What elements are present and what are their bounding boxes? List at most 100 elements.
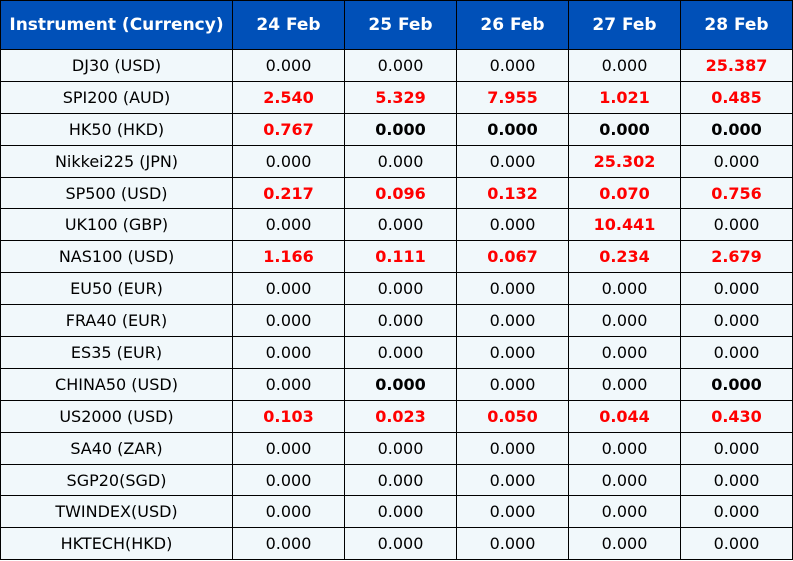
value-cell: 0.000	[456, 527, 569, 561]
table-row: SA40 (ZAR) 0.000 0.000 0.000 0.000 0.000	[0, 431, 793, 465]
table-row: EU50 (EUR) 0.000 0.000 0.000 0.000 0.000	[0, 272, 793, 306]
instrument-cell: UK100 (GBP)	[0, 208, 233, 242]
instrument-cell: Nikkei225 (JPN)	[0, 144, 233, 178]
instrument-cell: SA40 (ZAR)	[0, 431, 233, 465]
table-row: CHINA50 (USD) 0.000 0.000 0.000 0.000 0.000	[0, 367, 793, 401]
value-cell: 0.485	[680, 80, 793, 114]
instrument-cell: DJ30 (USD)	[0, 49, 233, 82]
value-cell: 0.000	[568, 49, 681, 82]
instrument-cell: ES35 (EUR)	[0, 336, 233, 369]
value-cell: 0.000	[344, 336, 457, 369]
table-row: SP500 (USD) 0.217 0.096 0.132 0.070 0.756	[0, 176, 793, 210]
value-cell: 0.044	[568, 399, 681, 433]
value-cell: 0.000	[232, 336, 345, 369]
header-date: 25 Feb	[344, 0, 457, 50]
value-cell: 0.430	[680, 399, 793, 433]
value-cell: 2.540	[232, 80, 345, 114]
value-cell: 0.000	[344, 527, 457, 561]
value-cell: 0.000	[344, 49, 457, 82]
value-cell: 7.955	[456, 80, 569, 114]
value-cell: 0.050	[456, 399, 569, 433]
value-cell: 5.329	[344, 80, 457, 114]
table-row: SGP20(SGD) 0.000 0.000 0.000 0.000 0.000	[0, 463, 793, 497]
instrument-cell: SP500 (USD)	[0, 176, 233, 210]
value-cell: 0.000	[456, 463, 569, 497]
value-cell: 0.000	[456, 49, 569, 82]
value-cell: 0.000	[232, 144, 345, 178]
value-cell: 0.000	[456, 144, 569, 178]
value-cell: 2.679	[680, 240, 793, 274]
header-date: 28 Feb	[680, 0, 793, 50]
instrument-cell: NAS100 (USD)	[0, 240, 233, 274]
value-cell: 0.000	[568, 112, 681, 146]
header-date: 24 Feb	[232, 0, 345, 50]
value-cell: 0.000	[456, 336, 569, 369]
value-cell: 0.096	[344, 176, 457, 210]
value-cell: 0.000	[344, 431, 457, 465]
value-cell: 0.217	[232, 176, 345, 210]
value-cell: 0.000	[232, 272, 345, 306]
value-cell: 0.000	[680, 304, 793, 338]
value-cell: 0.000	[456, 112, 569, 146]
instrument-cell: EU50 (EUR)	[0, 272, 233, 306]
value-cell: 0.000	[232, 49, 345, 82]
value-cell: 0.767	[232, 112, 345, 146]
value-cell: 0.000	[344, 112, 457, 146]
value-cell: 0.000	[568, 304, 681, 338]
value-cell: 0.000	[680, 112, 793, 146]
value-cell: 0.000	[568, 431, 681, 465]
header-row: Instrument (Currency) 24 Feb 25 Feb 26 F…	[0, 0, 793, 50]
table-row: NAS100 (USD) 1.166 0.111 0.067 0.234 2.679	[0, 240, 793, 274]
value-cell: 0.756	[680, 176, 793, 210]
table-row: US2000 (USD) 0.103 0.023 0.050 0.044 0.430	[0, 399, 793, 433]
instrument-cell: FRA40 (EUR)	[0, 304, 233, 338]
value-cell: 0.000	[232, 495, 345, 529]
value-cell: 0.070	[568, 176, 681, 210]
value-cell: 0.000	[344, 367, 457, 401]
value-cell: 0.000	[232, 367, 345, 401]
value-cell: 0.000	[680, 144, 793, 178]
value-cell: 0.000	[568, 272, 681, 306]
value-cell: 0.000	[456, 208, 569, 242]
header-date: 27 Feb	[568, 0, 681, 50]
header-instrument: Instrument (Currency)	[0, 0, 233, 50]
value-cell: 0.132	[456, 176, 569, 210]
value-cell: 25.387	[680, 49, 793, 82]
value-cell: 0.000	[232, 463, 345, 497]
instrument-cell: SGP20(SGD)	[0, 463, 233, 497]
value-cell: 0.067	[456, 240, 569, 274]
value-cell: 0.000	[568, 336, 681, 369]
value-cell: 0.000	[232, 208, 345, 242]
value-cell: 10.441	[568, 208, 681, 242]
value-cell: 0.000	[456, 367, 569, 401]
value-cell: 0.000	[568, 527, 681, 561]
value-cell: 0.000	[344, 463, 457, 497]
instrument-cell: HKTECH(HKD)	[0, 527, 233, 561]
value-cell: 0.000	[232, 431, 345, 465]
value-cell: 0.023	[344, 399, 457, 433]
value-cell: 0.000	[680, 367, 793, 401]
value-cell: 0.000	[456, 272, 569, 306]
value-cell: 0.000	[344, 495, 457, 529]
value-cell: 0.000	[568, 463, 681, 497]
table-row: SPI200 (AUD) 2.540 5.329 7.955 1.021 0.485	[0, 80, 793, 114]
value-cell: 0.000	[680, 431, 793, 465]
value-cell: 0.000	[680, 527, 793, 561]
table-row: UK100 (GBP) 0.000 0.000 0.000 10.441 0.000	[0, 208, 793, 242]
value-cell: 0.000	[344, 304, 457, 338]
value-cell: 0.000	[680, 272, 793, 306]
table-row: TWINDEX(USD) 0.000 0.000 0.000 0.000 0.000	[0, 495, 793, 529]
value-cell: 0.111	[344, 240, 457, 274]
instrument-cell: SPI200 (AUD)	[0, 80, 233, 114]
instrument-cell: CHINA50 (USD)	[0, 367, 233, 401]
value-cell: 1.021	[568, 80, 681, 114]
value-cell: 0.000	[680, 463, 793, 497]
value-cell: 25.302	[568, 144, 681, 178]
table-row: HKTECH(HKD) 0.000 0.000 0.000 0.000 0.000	[0, 527, 793, 561]
instrument-cell: HK50 (HKD)	[0, 112, 233, 146]
value-cell: 0.000	[232, 527, 345, 561]
table-row: Nikkei225 (JPN) 0.000 0.000 0.000 25.302 0.00…	[0, 144, 793, 178]
instrument-cell: TWINDEX(USD)	[0, 495, 233, 529]
value-cell: 0.000	[344, 272, 457, 306]
value-cell: 0.000	[568, 495, 681, 529]
